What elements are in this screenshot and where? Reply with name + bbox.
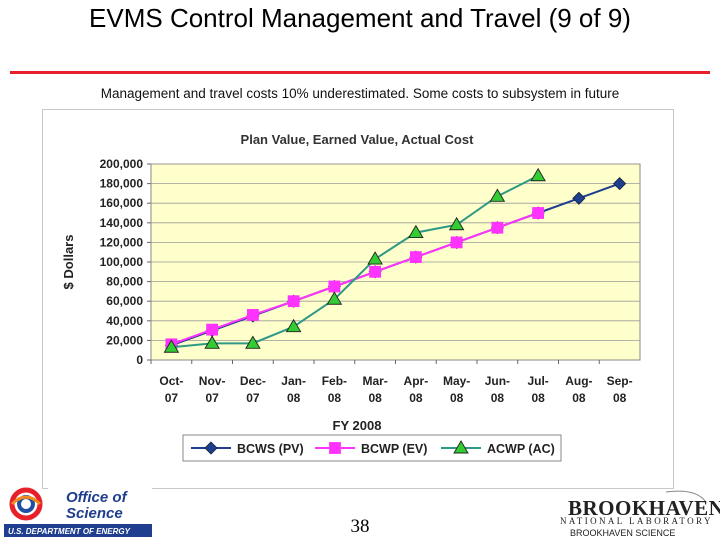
x-axis-label: FY 2008 — [333, 418, 382, 433]
data-point-bcwp-ev — [409, 251, 422, 264]
y-tick-label: 120,000 — [100, 235, 144, 249]
x-tick-label: Oct- — [159, 374, 183, 388]
x-tick-label: Nov- — [199, 374, 226, 388]
y-axis-label: $ Dollars — [61, 235, 76, 290]
data-point-bcwp-ev — [328, 280, 341, 293]
doe-logo-line3: U.S. DEPARTMENT OF ENERGY — [8, 527, 131, 536]
y-tick-label: 40,000 — [106, 314, 143, 328]
page-number: 38 — [350, 516, 370, 537]
data-point-acwp-ac — [245, 335, 261, 349]
bnl-lab: NATIONAL LABORATORY — [560, 516, 713, 526]
data-point-acwp-ac — [367, 251, 383, 265]
data-point-bcwp-ev — [287, 295, 300, 308]
data-point-acwp-ac — [408, 224, 424, 239]
y-tick-label: 200,000 — [100, 157, 144, 171]
x-tick-label: Sep- — [607, 374, 633, 388]
data-point-acwp-ac — [489, 188, 506, 202]
x-tick-label-year: 08 — [531, 391, 545, 405]
doe-office-of-science-logo: Office of Science U.S. DEPARTMENT OF ENE… — [4, 486, 154, 538]
x-tick-label: Feb- — [322, 374, 347, 388]
doe-logo-graphic: Office of Science U.S. DEPARTMENT OF ENE… — [4, 487, 152, 537]
data-point-bcwp-ev — [450, 236, 463, 249]
x-tick-label-year: 07 — [165, 391, 179, 405]
series-line-acwp-ac — [171, 174, 539, 349]
x-tick-label-year: 08 — [409, 391, 423, 405]
y-tick-label: 180,000 — [100, 177, 144, 191]
data-point-bcws-pv — [572, 191, 586, 205]
x-tick-label-year: 08 — [613, 391, 627, 405]
legend-marker-acwp-ac — [453, 440, 469, 454]
x-tick-label: Jul- — [527, 374, 548, 388]
x-tick-label-year: 08 — [328, 391, 342, 405]
y-tick-label: 140,000 — [100, 216, 144, 230]
data-point-acwp-ac — [530, 167, 546, 182]
slide-title: EVMS Control Management and Travel (9 of… — [89, 3, 631, 33]
evms-line-chart: Plan Value, Earned Value, Actual Cost 0 20… — [61, 132, 641, 462]
data-point-bcws-pv — [613, 177, 627, 191]
data-point-bcwp-ev — [491, 221, 504, 234]
legend-box — [182, 434, 562, 462]
data-point-acwp-ac — [448, 216, 465, 231]
x-tick-label: Mar- — [362, 374, 387, 388]
data-point-bcwp-ev — [246, 309, 259, 321]
x-tick-label-year: 07 — [205, 391, 219, 405]
doe-logo-line1: Office of — [66, 489, 129, 506]
bnl-sci: BROOKHAVEN SCIENCE — [570, 528, 676, 538]
data-point-acwp-ac — [163, 339, 180, 353]
y-tick-label: 160,000 — [100, 196, 144, 210]
y-tick-label: 0 — [136, 353, 143, 367]
data-point-acwp-ac — [285, 318, 302, 333]
data-point-bcwp-ev — [369, 265, 382, 278]
data-point-acwp-ac — [326, 291, 343, 305]
doe-swirl-icon — [9, 487, 43, 521]
x-tick-label: Apr- — [404, 374, 429, 388]
y-tick-label: 80,000 — [106, 275, 143, 289]
legend-marker-bcwp-ev — [329, 442, 341, 454]
chart-title: Plan Value, Earned Value, Actual Cost — [241, 132, 475, 147]
x-tick-label-year: 08 — [572, 391, 586, 405]
data-point-bcwp-ev — [532, 207, 545, 219]
doe-logo-line2: Science — [66, 505, 123, 522]
y-tick-label: 100,000 — [100, 255, 144, 269]
title-divider — [10, 71, 710, 74]
x-tick-label: Jan- — [281, 374, 306, 388]
chart-container: Plan Value, Earned Value, Actual Cost 0 20… — [42, 109, 674, 489]
bnl-arc-icon — [665, 490, 707, 503]
x-tick-label: Aug- — [565, 374, 592, 388]
x-tick-label-year: 08 — [287, 391, 301, 405]
x-tick-label-year: 08 — [450, 391, 464, 405]
x-tick-label: May- — [443, 374, 470, 388]
x-tick-label-year: 07 — [246, 391, 260, 405]
x-tick-label-year: 08 — [491, 391, 505, 405]
data-point-acwp-ac — [204, 335, 220, 349]
x-tick-label-year: 08 — [368, 391, 382, 405]
x-tick-label: Dec- — [240, 374, 266, 388]
data-point-bcwp-ev — [206, 323, 219, 336]
legend-label-bcws-pv: BCWS (PV) — [237, 442, 304, 456]
bnl-name: BROOKHAVEN — [568, 496, 720, 520]
slide-subtitle: Management and travel costs 10% underest… — [100, 86, 620, 101]
legend-label-acwp-ac: ACWP (AC) — [487, 442, 555, 456]
legend-label-bcwp-ev: BCWP (EV) — [361, 442, 427, 456]
legend-marker-bcws-pv — [204, 441, 218, 455]
bnl-logo: BROOKHAVEN NATIONAL LABORATORY BROOKHAVE… — [556, 490, 720, 540]
x-tick-label: Jun- — [485, 374, 510, 388]
y-tick-label: 60,000 — [106, 294, 143, 308]
y-tick-label: 20,000 — [106, 333, 143, 347]
